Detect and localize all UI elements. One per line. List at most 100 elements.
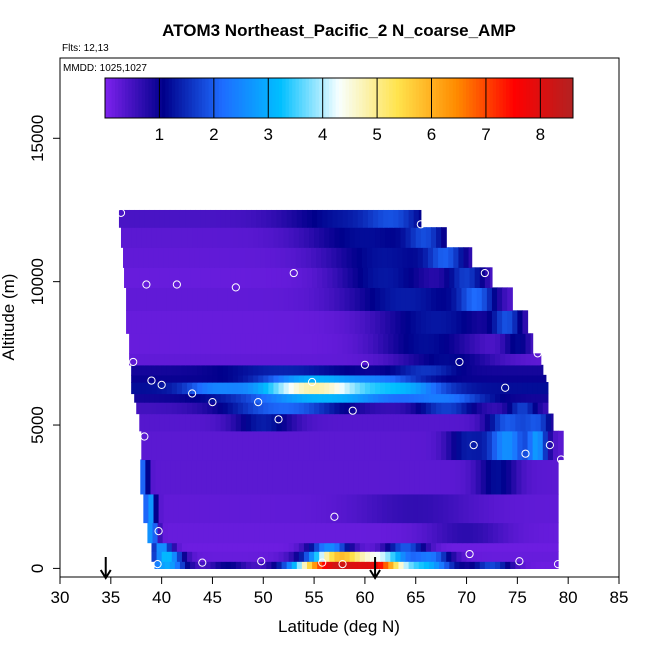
heatmap-cell [192, 227, 198, 248]
heatmap-cell [202, 374, 208, 383]
heatmap-cell [337, 353, 344, 366]
heatmap-cell [303, 430, 310, 461]
heatmap-cell [390, 310, 396, 334]
heatmap-cell [337, 413, 344, 432]
colorbar-tick-label: 6 [427, 125, 436, 144]
colorbar-swatch [549, 78, 554, 118]
heatmap-cell [548, 522, 555, 544]
heatmap-cell [430, 430, 437, 461]
heatmap-cell [124, 209, 130, 228]
colorbar-tick-label: 4 [318, 125, 327, 144]
colorbar-swatch [552, 78, 557, 118]
heatmap-cell [298, 382, 305, 395]
heatmap-cell [217, 310, 224, 334]
heatmap-cell [332, 413, 339, 432]
heatmap-cell [342, 413, 349, 432]
heatmap-cell [306, 353, 313, 366]
heatmap-cell [466, 551, 473, 562]
heatmap-cell [508, 522, 514, 544]
heatmap-cell [212, 382, 219, 395]
heatmap-cell [369, 374, 376, 383]
heatmap-cell [425, 430, 432, 461]
heatmap-cell [329, 310, 336, 334]
heatmap-cell [296, 353, 303, 366]
heatmap-cell [377, 247, 383, 268]
heatmap-cell [551, 459, 558, 495]
heatmap-cell [530, 333, 534, 354]
heatmap-cell [322, 333, 328, 354]
heatmap-cell [392, 247, 399, 268]
heatmap-cell [357, 413, 364, 432]
heatmap-cell [271, 413, 278, 432]
heatmap-cell [176, 542, 183, 552]
heatmap-cell [537, 402, 544, 415]
heatmap-cell [164, 209, 171, 228]
heatmap-cell [319, 310, 325, 334]
heatmap-cell [261, 393, 267, 403]
colorbar-swatch [402, 78, 407, 118]
heatmap-cell [256, 333, 262, 354]
heatmap-cell [451, 551, 457, 562]
heatmap-cell [484, 267, 491, 288]
heatmap-cell [237, 430, 244, 461]
heatmap-cell [149, 353, 156, 366]
heatmap-cell [452, 522, 458, 544]
heatmap-cell [334, 374, 341, 383]
sample-point [254, 397, 263, 407]
colorbar-swatch [566, 78, 571, 118]
heatmap-cell [450, 459, 456, 495]
heatmap-cell [471, 551, 478, 562]
heatmap-cell [355, 522, 362, 544]
heatmap-cell [364, 542, 371, 552]
colorbar-swatch [365, 78, 370, 118]
heatmap-cell [293, 227, 300, 248]
heatmap-cell [474, 267, 481, 288]
heatmap-cell [496, 459, 502, 495]
heatmap-cell [433, 247, 439, 268]
heatmap-cell [227, 287, 234, 311]
heatmap-cell [263, 430, 269, 461]
heatmap-cell [151, 551, 158, 562]
heatmap-cell [237, 382, 244, 395]
heatmap-cell [479, 393, 486, 403]
heatmap-cell [388, 561, 394, 569]
heatmap-cell [461, 402, 468, 415]
heatmap-cell [481, 551, 488, 562]
heatmap-cell [146, 374, 153, 383]
heatmap-cell [164, 353, 171, 366]
heatmap-cell [222, 430, 229, 461]
heatmap-cell [393, 333, 400, 354]
heatmap-cell [245, 561, 252, 569]
heatmap-cell [423, 353, 430, 366]
heatmap-cell [388, 413, 394, 432]
heatmap-cell [344, 287, 351, 311]
colorbar-swatch [328, 78, 333, 118]
heatmap-cell [280, 493, 287, 524]
heatmap-cell [524, 493, 531, 524]
heatmap-cell [303, 364, 310, 376]
heatmap-cell [329, 374, 336, 383]
heatmap-cell [273, 374, 280, 383]
heatmap-cell [464, 413, 471, 432]
heatmap-cell [464, 333, 471, 354]
heatmap-cell [256, 413, 262, 432]
heatmap-cell [489, 333, 496, 354]
heatmap-cell [263, 542, 269, 552]
heatmap-cell [288, 310, 295, 334]
heatmap-cell [359, 374, 366, 383]
heatmap-cell [398, 561, 405, 569]
heatmap-cell [156, 542, 163, 552]
colorbar-swatch [168, 78, 173, 118]
colorbar-swatch [245, 78, 250, 118]
heatmap-cell [134, 333, 140, 354]
heatmap-cell [354, 227, 361, 248]
heatmap-cell [154, 209, 161, 228]
heatmap-cell [456, 310, 463, 334]
heatmap-cell [422, 493, 429, 524]
heatmap-cell [474, 353, 481, 366]
heatmap-cell [444, 561, 450, 569]
heatmap-cell [500, 353, 506, 366]
heatmap-cell [336, 247, 343, 268]
heatmap-cell [352, 267, 359, 288]
